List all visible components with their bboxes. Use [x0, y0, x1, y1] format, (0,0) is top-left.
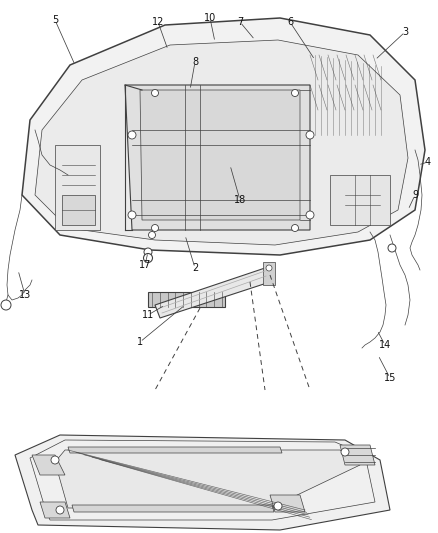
Text: 7: 7 — [237, 17, 243, 27]
Polygon shape — [35, 40, 407, 245]
Text: 6: 6 — [286, 17, 293, 27]
Polygon shape — [262, 262, 274, 285]
Circle shape — [291, 224, 298, 231]
Polygon shape — [22, 18, 424, 255]
Text: 10: 10 — [203, 13, 215, 23]
Polygon shape — [140, 90, 299, 220]
Text: 17: 17 — [138, 260, 151, 270]
Text: 14: 14 — [378, 340, 390, 350]
Circle shape — [265, 265, 272, 271]
Polygon shape — [148, 292, 225, 307]
Circle shape — [128, 211, 136, 219]
Polygon shape — [55, 145, 100, 230]
Text: 2: 2 — [191, 263, 198, 273]
Polygon shape — [269, 495, 304, 512]
Circle shape — [128, 131, 136, 139]
Circle shape — [305, 131, 313, 139]
Polygon shape — [72, 505, 273, 512]
Polygon shape — [125, 85, 309, 230]
Circle shape — [273, 502, 281, 510]
Circle shape — [148, 231, 155, 238]
Polygon shape — [15, 435, 389, 530]
Text: 3: 3 — [401, 27, 407, 37]
Polygon shape — [32, 455, 65, 475]
Circle shape — [291, 90, 298, 96]
Text: 8: 8 — [191, 57, 198, 67]
Circle shape — [305, 211, 313, 219]
Polygon shape — [55, 450, 359, 508]
Circle shape — [151, 90, 158, 96]
Polygon shape — [339, 445, 374, 465]
Text: 18: 18 — [233, 195, 246, 205]
Polygon shape — [40, 502, 70, 518]
Text: 13: 13 — [19, 290, 31, 300]
Text: 12: 12 — [152, 17, 164, 27]
Text: 5: 5 — [52, 15, 58, 25]
Circle shape — [56, 506, 64, 514]
Text: 4: 4 — [424, 157, 430, 167]
Circle shape — [387, 244, 395, 252]
Text: 15: 15 — [383, 373, 395, 383]
Polygon shape — [155, 268, 269, 318]
Circle shape — [151, 224, 158, 231]
Circle shape — [143, 254, 152, 262]
Text: 1: 1 — [137, 337, 143, 347]
Text: 11: 11 — [141, 310, 154, 320]
Circle shape — [144, 248, 152, 256]
Circle shape — [51, 456, 59, 464]
Polygon shape — [68, 447, 281, 453]
Circle shape — [1, 300, 11, 310]
Text: 9: 9 — [411, 190, 417, 200]
Circle shape — [340, 448, 348, 456]
Polygon shape — [329, 175, 389, 225]
Polygon shape — [62, 195, 95, 225]
